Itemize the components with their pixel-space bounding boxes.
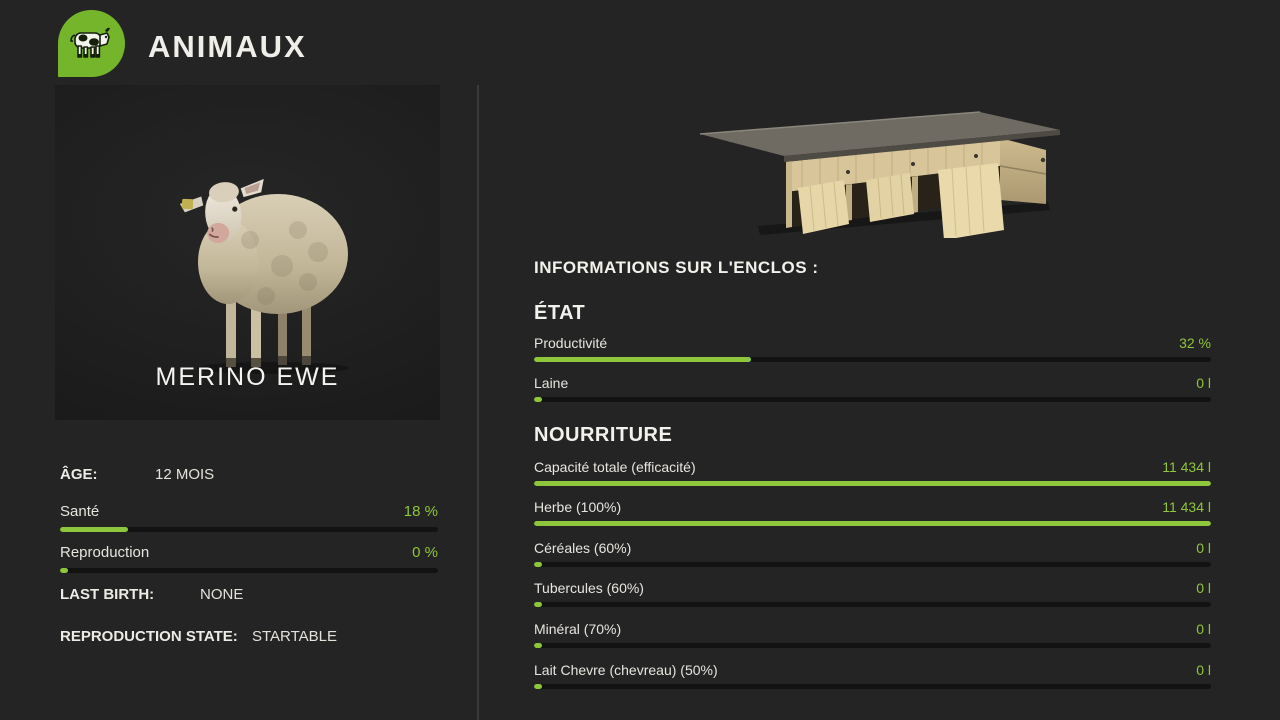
total-capacity-bar: [534, 481, 1211, 486]
health-row: Santé 18 %: [60, 502, 438, 532]
grass-bar-fill: [534, 521, 1211, 526]
reproduction-state-value: STARTABLE: [252, 628, 338, 645]
tubers-row: Tubercules (60%) 0 l: [534, 578, 1211, 607]
tubers-bar: [534, 602, 1211, 607]
reproduction-row: Reproduction 0 %: [60, 543, 438, 573]
productivity-label: Productivité: [534, 335, 608, 351]
wool-row: Laine 0 l: [534, 373, 1211, 402]
cereals-label: Céréales (60%): [534, 540, 632, 556]
health-value: 18 %: [403, 503, 438, 520]
goat-milk-value: 0 l: [1196, 662, 1211, 678]
total-capacity-label: Capacité totale (efficacité): [534, 459, 696, 475]
age-label: ÂGE:: [60, 466, 98, 483]
productivity-bar-fill: [534, 357, 751, 362]
wool-bar-fill: [534, 397, 543, 402]
productivity-bar: [534, 357, 1211, 362]
grass-value: 11 434 l: [1162, 499, 1211, 515]
wool-label: Laine: [534, 375, 569, 391]
reproduction-state-row: REPRODUCTION STATE: STARTABLE: [60, 627, 438, 647]
health-bar: [60, 527, 438, 532]
page-title: ANIMAUX: [148, 29, 307, 64]
merino-sheep-image: [179, 178, 349, 374]
panel-divider: [477, 85, 479, 720]
goat-milk-row: Lait Chevre (chevreau) (50%) 0 l: [534, 660, 1211, 689]
productivity-value: 32 %: [1179, 335, 1211, 351]
tubers-bar-fill: [534, 602, 543, 607]
reproduction-state-label: REPRODUCTION STATE:: [60, 628, 238, 645]
grass-bar: [534, 521, 1211, 526]
mineral-bar-fill: [534, 643, 543, 648]
total-capacity-value: 11 434 l: [1162, 459, 1211, 475]
age-row: ÂGE: 12 MOIS: [60, 465, 438, 485]
age-value: 12 MOIS: [155, 466, 215, 483]
last-birth-row: LAST BIRTH: NONE: [60, 585, 438, 605]
productivity-row: Productivité 32 %: [534, 333, 1211, 362]
reproduction-value: 0 %: [412, 544, 438, 561]
section-heading-nourriture: NOURRITURE: [534, 424, 673, 446]
cereals-bar-fill: [534, 562, 543, 567]
total-capacity-bar-fill: [534, 481, 1211, 486]
mineral-bar: [534, 643, 1211, 648]
enclosure-info-title: INFORMATIONS SUR L'ENCLOS :: [534, 258, 819, 277]
health-label: Santé: [60, 503, 100, 520]
wooden-shelter-image: [699, 111, 1060, 238]
cereals-row: Céréales (60%) 0 l: [534, 538, 1211, 567]
grass-row: Herbe (100%) 11 434 l: [534, 497, 1211, 526]
last-birth-label: LAST BIRTH:: [60, 586, 155, 603]
cereals-value: 0 l: [1196, 540, 1211, 556]
mineral-label: Minéral (70%): [534, 621, 622, 637]
animal-name: MERINO EWE: [155, 363, 340, 391]
reproduction-label: Reproduction: [60, 544, 150, 561]
grass-label: Herbe (100%): [534, 499, 622, 515]
goat-milk-bar-fill: [534, 684, 543, 689]
wool-value: 0 l: [1196, 375, 1211, 391]
total-capacity-row: Capacité totale (efficacité) 11 434 l: [534, 457, 1211, 486]
wool-bar: [534, 397, 1211, 402]
cereals-bar: [534, 562, 1211, 567]
goat-milk-label: Lait Chevre (chevreau) (50%): [534, 662, 718, 678]
health-bar-fill: [60, 527, 129, 532]
mineral-row: Minéral (70%) 0 l: [534, 619, 1211, 648]
reproduction-bar: [60, 568, 438, 573]
animals-logo: [58, 10, 125, 77]
reproduction-bar-fill: [60, 568, 69, 573]
tubers-label: Tubercules (60%): [534, 580, 644, 596]
cow-icon: [69, 27, 110, 58]
goat-milk-bar: [534, 684, 1211, 689]
mineral-value: 0 l: [1196, 621, 1211, 637]
last-birth-value: NONE: [200, 586, 244, 603]
tubers-value: 0 l: [1196, 580, 1211, 596]
section-heading-etat: ÉTAT: [534, 302, 586, 324]
